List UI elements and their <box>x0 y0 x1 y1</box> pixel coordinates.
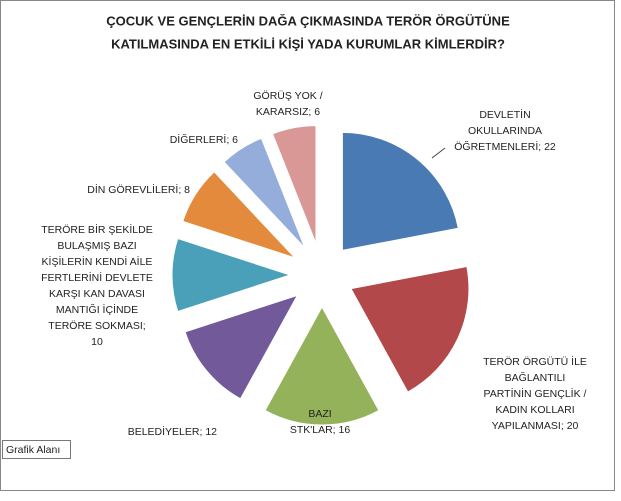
data-label: OKULLARINDA <box>468 125 542 137</box>
pie-slice <box>171 237 292 313</box>
data-label: 10 <box>91 336 103 348</box>
data-label: STK'LAR; 16 <box>290 424 351 436</box>
tooltip: Grafik Alanı <box>6 444 60 456</box>
data-label: BULAŞMIŞ BAZI <box>57 240 136 252</box>
data-label: TERÖRE BİR ŞEKİLDE <box>41 223 152 236</box>
tooltip-box <box>2 440 71 459</box>
leader-line <box>431 147 446 159</box>
data-label: DİN GÖREVLİLERİ; 8 <box>87 183 190 196</box>
data-label: KADIN KOLLARI <box>495 404 574 416</box>
data-label: TERÖR ÖRGÜTÜ İLE <box>483 355 587 368</box>
data-label: PARTİNİN GENÇLİK / <box>484 387 587 400</box>
chart-title: ÇOCUK VE GENÇLERİN DAĞA ÇIKMASINDA TERÖR… <box>106 13 510 28</box>
data-label: FERTLERİNİ DEVLETE <box>41 271 153 284</box>
data-label: DEVLETİN <box>479 108 530 121</box>
data-label: KARARSIZ; 6 <box>256 106 320 118</box>
pie-slice <box>182 171 296 259</box>
chart-title: KATILMASINDA EN ETKİLİ KİŞİ YADA KURUMLA… <box>111 36 505 51</box>
data-label: ÖĞRETMENLERİ; 22 <box>454 140 556 153</box>
pie-slice <box>264 305 380 426</box>
data-label: BAZI <box>308 408 331 420</box>
data-label: DİĞERLERİ; 6 <box>170 133 238 146</box>
data-label: KARŞI KAN DAVASI <box>49 288 145 300</box>
data-label: KİŞİLERİN KENDİ AİLE <box>42 255 153 268</box>
data-label: BAĞLANTILI <box>505 371 566 384</box>
pie-slice <box>350 265 470 393</box>
pie-slice <box>223 137 306 249</box>
pie-slice <box>341 131 459 251</box>
pie-slice <box>271 125 317 244</box>
data-label: YAPILANMASI; 20 <box>492 420 579 432</box>
data-label: GÖRÜŞ YOK / <box>253 90 322 102</box>
data-label: MANTIĞI İÇİNDE <box>56 303 138 316</box>
pie-slice <box>184 294 299 400</box>
data-label: BELEDİYELER; 12 <box>128 425 217 438</box>
data-label: TERÖRE SOKMASI; <box>48 320 145 332</box>
